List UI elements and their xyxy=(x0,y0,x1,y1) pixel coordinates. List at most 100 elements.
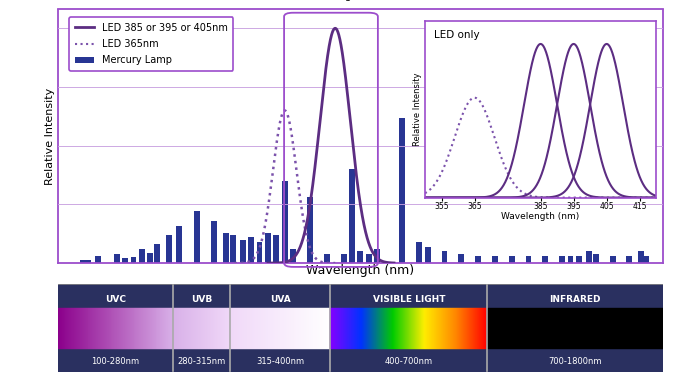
Bar xyxy=(313,307,314,348)
Bar xyxy=(492,256,498,263)
Text: UVA: UVA xyxy=(270,295,290,304)
Bar xyxy=(285,307,286,348)
Bar xyxy=(84,307,86,348)
Bar xyxy=(164,307,165,348)
Bar xyxy=(230,235,235,263)
Bar xyxy=(297,307,298,348)
Bar xyxy=(141,307,142,348)
Bar xyxy=(639,251,644,263)
Bar xyxy=(265,233,271,263)
Bar xyxy=(153,307,154,348)
Bar xyxy=(103,307,104,348)
Bar xyxy=(307,197,313,263)
Bar xyxy=(269,307,270,348)
Bar xyxy=(559,256,565,263)
Bar xyxy=(99,307,100,348)
Bar xyxy=(568,256,573,263)
Bar xyxy=(166,307,167,348)
Bar xyxy=(325,307,326,348)
Bar xyxy=(250,307,251,348)
Bar xyxy=(255,307,256,348)
Bar xyxy=(643,256,649,263)
Bar xyxy=(148,307,149,348)
Bar xyxy=(292,307,294,348)
Bar xyxy=(232,307,233,348)
Bar xyxy=(303,307,305,348)
Bar xyxy=(543,256,548,263)
Bar xyxy=(298,307,299,348)
Bar xyxy=(253,307,254,348)
Bar xyxy=(114,254,120,263)
Bar xyxy=(146,307,147,348)
Bar xyxy=(139,307,140,348)
Bar xyxy=(105,307,107,348)
Bar xyxy=(277,307,279,348)
Bar xyxy=(70,307,71,348)
Bar xyxy=(328,307,329,348)
Bar xyxy=(69,307,70,348)
Bar xyxy=(458,254,464,263)
Bar xyxy=(425,247,430,263)
Bar xyxy=(236,307,237,348)
Bar xyxy=(88,307,90,348)
Bar xyxy=(58,307,60,348)
Bar xyxy=(315,307,316,348)
Bar xyxy=(248,307,249,348)
Bar xyxy=(95,256,101,263)
Bar xyxy=(61,307,62,348)
Bar xyxy=(91,307,92,348)
Bar xyxy=(100,307,101,348)
Bar xyxy=(296,307,297,348)
Bar xyxy=(126,307,128,348)
Bar xyxy=(262,307,264,348)
Bar xyxy=(341,254,347,263)
Bar xyxy=(169,307,170,348)
Text: 400-700nm: 400-700nm xyxy=(385,357,433,366)
Bar xyxy=(294,307,295,348)
Bar xyxy=(260,307,261,348)
Bar xyxy=(374,249,380,263)
X-axis label: Wavelength (nm): Wavelength (nm) xyxy=(306,264,415,277)
Bar xyxy=(112,307,114,348)
Bar xyxy=(231,285,330,370)
Bar xyxy=(95,307,96,348)
Bar xyxy=(284,307,285,348)
Bar xyxy=(287,307,288,348)
X-axis label: Wavelength (nm): Wavelength (nm) xyxy=(501,212,580,221)
Bar xyxy=(316,307,317,348)
Bar xyxy=(509,256,515,263)
Bar xyxy=(305,307,306,348)
Bar xyxy=(290,249,296,263)
Bar xyxy=(261,307,262,348)
Bar xyxy=(67,307,69,348)
Bar xyxy=(211,221,217,263)
Bar xyxy=(252,307,253,348)
Bar xyxy=(93,307,95,348)
Bar xyxy=(258,307,259,348)
Bar xyxy=(78,307,79,348)
Bar xyxy=(309,307,310,348)
Bar xyxy=(320,307,321,348)
Bar xyxy=(300,307,301,348)
Bar xyxy=(133,307,135,348)
Bar xyxy=(149,307,150,348)
Bar xyxy=(171,307,172,348)
Bar xyxy=(241,307,242,348)
Bar xyxy=(76,307,77,348)
Bar xyxy=(272,307,273,348)
Bar xyxy=(271,307,272,348)
Bar xyxy=(275,307,276,348)
Bar xyxy=(79,307,80,348)
Bar xyxy=(311,307,312,348)
Bar xyxy=(288,307,290,348)
Bar xyxy=(139,249,145,263)
Text: 100-280nm: 100-280nm xyxy=(91,357,139,366)
Bar xyxy=(124,307,125,348)
Bar xyxy=(176,225,182,263)
Bar xyxy=(119,307,120,348)
Bar xyxy=(117,307,118,348)
Bar xyxy=(302,307,303,348)
Bar xyxy=(165,307,166,348)
Bar xyxy=(256,242,262,263)
Bar xyxy=(254,307,255,348)
